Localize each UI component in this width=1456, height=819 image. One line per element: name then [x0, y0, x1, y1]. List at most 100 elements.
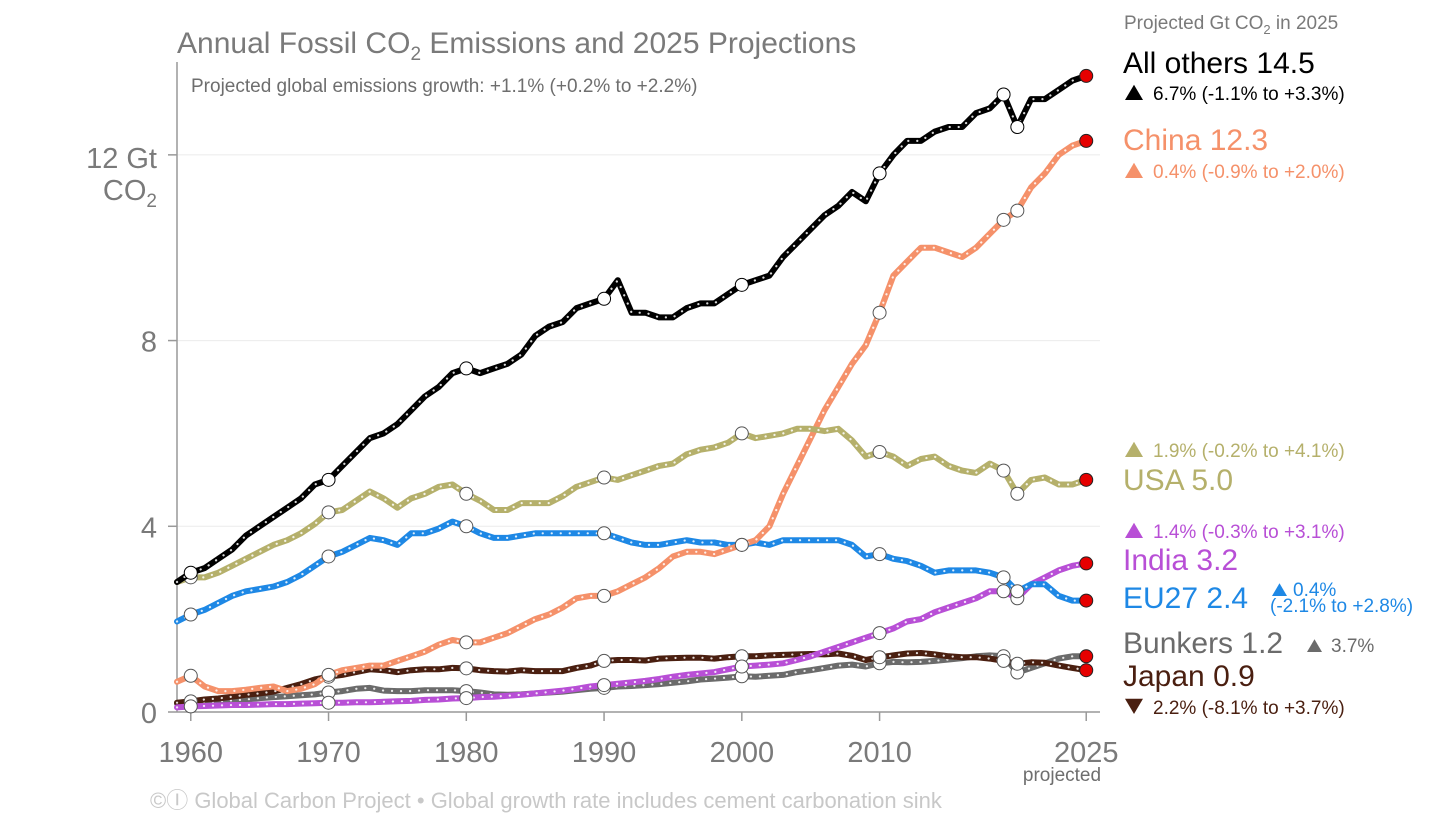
projection-point — [1079, 649, 1094, 664]
legend-growth-range: (-2.1% to +2.8%) — [1270, 596, 1413, 617]
decade-point — [872, 547, 887, 562]
projection-point — [1079, 472, 1094, 487]
legend-item-japan: Japan 0.9 2.2% (-8.1% to +3.7%) — [1123, 660, 1345, 719]
decade-point — [996, 87, 1011, 102]
series-dots — [175, 427, 1088, 584]
projection-point — [1079, 68, 1094, 83]
decade-point — [872, 626, 887, 641]
decade-point — [321, 472, 336, 487]
series-japan — [174, 649, 1094, 709]
legend-growth-value: 3.7% — [1331, 636, 1374, 657]
series-dots — [175, 520, 1088, 623]
x-tick-label: 2025 — [1054, 737, 1119, 769]
series-lines — [174, 68, 1094, 714]
projection-point — [1079, 133, 1094, 148]
legend-growth-value: 1.4% (-0.3% to +3.1%) — [1153, 522, 1345, 543]
x-tick-label: 1960 — [159, 737, 224, 769]
legend-item-india: India 3.21.4% (-0.3% to +3.1%) — [1123, 522, 1345, 577]
series-usa — [174, 425, 1094, 585]
decade-point — [1010, 584, 1025, 599]
series-line — [174, 72, 1090, 585]
y-tick-label: 8 — [141, 327, 157, 359]
decade-point — [872, 650, 887, 665]
decade-point — [734, 277, 749, 292]
decade-point — [996, 463, 1011, 478]
up-triangle-icon — [1125, 84, 1143, 100]
decade-point — [459, 486, 474, 501]
legend-growth-value: 2.2% (-8.1% to +3.7%) — [1153, 698, 1345, 719]
legend-series-name: EU27 2.4 — [1123, 582, 1248, 615]
legend-growth-value: 0.4% (-0.9% to +2.0%) — [1153, 162, 1345, 183]
down-triangle-icon — [1125, 698, 1143, 714]
decade-point — [183, 699, 198, 714]
x-tick-label: 1980 — [434, 737, 499, 769]
legend-item-china: China 12.3 0.4% (-0.9% to +2.0%) — [1123, 124, 1345, 183]
decade-point — [597, 588, 612, 603]
decade-point — [321, 549, 336, 564]
series-line — [174, 425, 1090, 585]
projection-point — [1079, 663, 1094, 678]
series-india — [174, 556, 1094, 714]
projection-point — [1079, 556, 1094, 571]
decade-point — [459, 635, 474, 650]
decade-point — [1010, 656, 1025, 671]
decade-point — [872, 166, 887, 181]
up-triangle-icon — [1307, 639, 1322, 652]
decade-point — [734, 659, 749, 674]
chart-subtitle: Projected global emissions growth: +1.1%… — [191, 76, 697, 97]
up-triangle-icon — [1272, 583, 1287, 596]
projection-point — [1079, 593, 1094, 608]
decade-point — [459, 519, 474, 534]
legend-series-name: USA 5.0 — [1123, 464, 1233, 497]
decade-point — [996, 212, 1011, 227]
legend-heading: Projected Gt CO2 in 2025 — [1124, 13, 1338, 37]
decade-point — [459, 361, 474, 376]
decade-point — [597, 653, 612, 668]
decade-point — [183, 565, 198, 580]
up-triangle-icon — [1125, 162, 1143, 178]
decade-point — [321, 667, 336, 682]
decade-point — [183, 668, 198, 683]
legend-growth-value: 6.7% (-1.1% to +3.3%) — [1153, 84, 1345, 105]
decade-point — [1010, 486, 1025, 501]
legend-series-name: Japan 0.9 — [1123, 660, 1255, 693]
decade-point — [734, 426, 749, 441]
decade-point — [996, 570, 1011, 585]
x-tick-label: 1990 — [572, 737, 637, 769]
y-tick-label: 4 — [141, 512, 157, 544]
legend-series-name: China 12.3 — [1123, 124, 1268, 157]
decade-point — [459, 661, 474, 676]
decade-point — [459, 691, 474, 706]
y-axis-label-unit: 12 Gt — [86, 143, 157, 175]
y-axis-label-co2: CO2 — [103, 175, 157, 212]
legend-item-all-others: All others 14.5 6.7% (-1.1% to +3.3%) — [1123, 47, 1345, 105]
series-eu27 — [174, 518, 1094, 625]
decade-point — [597, 291, 612, 306]
y-ticks: 8 4 0 — [141, 154, 177, 730]
x-axis-projected-label: projected — [1023, 765, 1101, 786]
decade-point — [872, 445, 887, 459]
x-ticks: 1960 1970 1980 1990 2000 2010 2025 — [159, 712, 1119, 769]
gridlines — [177, 154, 1100, 527]
decade-point — [183, 607, 198, 622]
legend: Projected Gt CO2 in 2025 All others 14.5… — [1123, 13, 1413, 719]
series-dots — [175, 74, 1088, 584]
decade-point — [734, 537, 749, 552]
decade-point — [597, 678, 612, 693]
legend-item-bunkers: Bunkers 1.2 3.7% — [1123, 627, 1374, 660]
footer-credit: ©Ⓘ Global Carbon Project • Global growth… — [150, 788, 943, 813]
up-triangle-icon — [1125, 522, 1143, 538]
decade-point — [872, 305, 887, 320]
decade-point — [996, 584, 1011, 599]
decade-point — [597, 470, 612, 485]
x-tick-label: 1970 — [296, 737, 361, 769]
decade-point — [1010, 120, 1025, 134]
series-china — [174, 133, 1094, 695]
decade-point — [996, 653, 1011, 668]
decade-point — [597, 526, 612, 541]
legend-growth-value: 1.9% (-0.2% to +4.1%) — [1153, 441, 1345, 462]
decade-point — [1010, 203, 1025, 218]
decade-point — [321, 505, 336, 520]
legend-series-name: India 3.2 — [1123, 544, 1238, 577]
